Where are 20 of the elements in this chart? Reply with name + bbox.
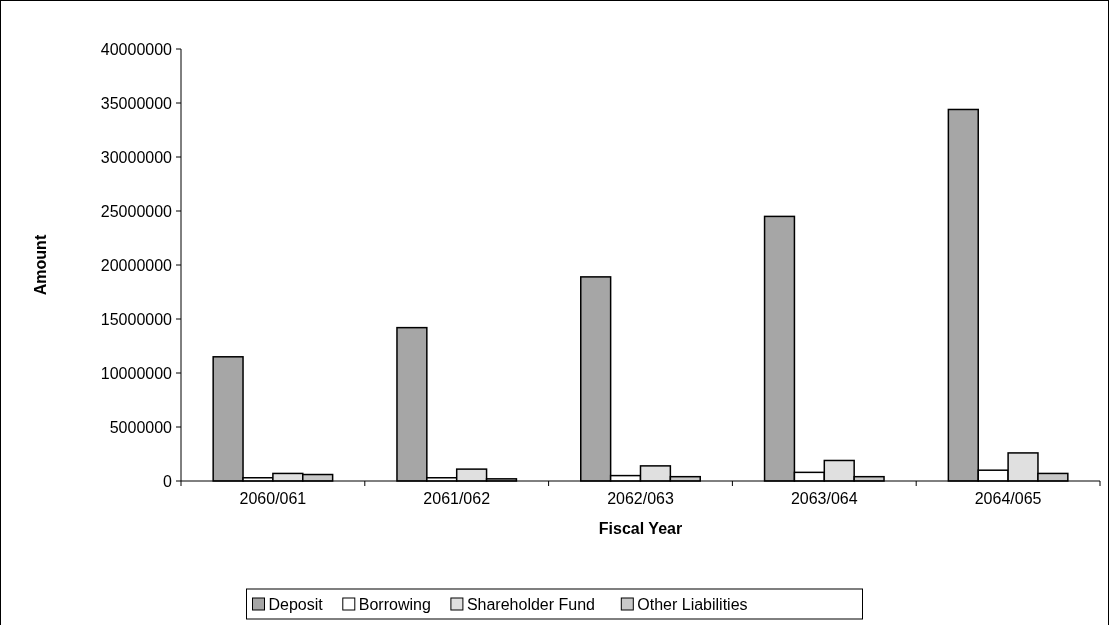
y-tick-label: 40000000 — [100, 40, 173, 58]
legend-label: Borrowing — [358, 595, 431, 613]
y-axis-title: Amount — [32, 234, 49, 296]
y-tick-label: 15000000 — [100, 310, 173, 328]
x-tick-label: 2061/062 — [423, 489, 491, 507]
y-tick-label: 25000000 — [100, 202, 173, 220]
y-tick-label: 5000000 — [109, 418, 173, 436]
y-tick-label: 35000000 — [100, 94, 173, 112]
x-axis-title: Fiscal Year — [598, 520, 683, 537]
y-tick-label: 30000000 — [100, 148, 173, 166]
x-tick-label: 2062/063 — [607, 489, 674, 507]
x-tick-label: 2060/061 — [239, 489, 307, 507]
y-tick-label: 10000000 — [100, 364, 173, 382]
x-tick-label: 2064/065 — [974, 489, 1042, 507]
legend-label: Other Liabilities — [637, 595, 748, 613]
legend-label: Shareholder Fund — [466, 595, 595, 613]
y-tick-label: 0 — [163, 472, 173, 490]
legend-label: Deposit — [268, 595, 324, 613]
y-tick-label: 20000000 — [100, 256, 173, 274]
x-tick-label: 2063/064 — [790, 489, 858, 507]
